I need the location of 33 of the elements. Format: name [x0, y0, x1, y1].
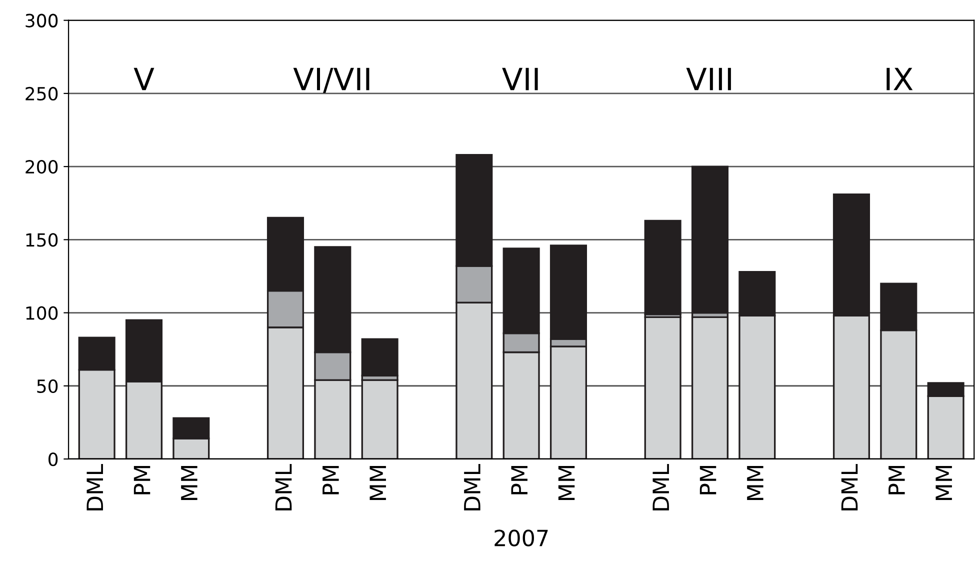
- y-tick-label: 300: [26, 14, 58, 28]
- x-tick-label: PM: [322, 466, 339, 494]
- bar: [691, 166, 728, 314]
- x-tick-label: DML: [464, 464, 480, 510]
- x-tick-label: MM: [370, 466, 386, 500]
- x-tick-label: MM: [181, 466, 198, 500]
- annotation: IX: [886, 68, 913, 90]
- annotation: VIII: [686, 68, 731, 90]
- x-tick-label: DML: [275, 464, 292, 510]
- y-tick-label: 50: [37, 379, 58, 393]
- y-tick-label: 0: [48, 452, 58, 466]
- x-tick-label: MM: [936, 466, 952, 500]
- bar: [361, 379, 398, 459]
- annotation: VII: [502, 68, 538, 90]
- bar: [644, 316, 682, 459]
- x-tick-label: MM: [558, 466, 575, 500]
- x-tick-label: DML: [86, 464, 103, 510]
- x-tick-label: MM: [747, 466, 764, 500]
- x-tick-label: DML: [841, 464, 858, 510]
- y-tick-label: 100: [26, 306, 58, 320]
- x-tick-label: PM: [888, 466, 905, 494]
- bar: [644, 220, 682, 316]
- y-tick-label: 250: [26, 86, 58, 101]
- x-tick-label: PM: [700, 466, 716, 494]
- annotation: VI/VII: [293, 68, 370, 94]
- x-axis-title: 2007: [494, 530, 548, 546]
- x-tick-label: PM: [511, 466, 528, 494]
- y-tick-label: 150: [26, 233, 58, 247]
- annotation: V: [134, 68, 154, 90]
- y-tick-label: 200: [26, 160, 58, 174]
- x-tick-label: DML: [652, 464, 669, 510]
- bar: [691, 316, 728, 459]
- x-tick-label: PM: [134, 466, 150, 494]
